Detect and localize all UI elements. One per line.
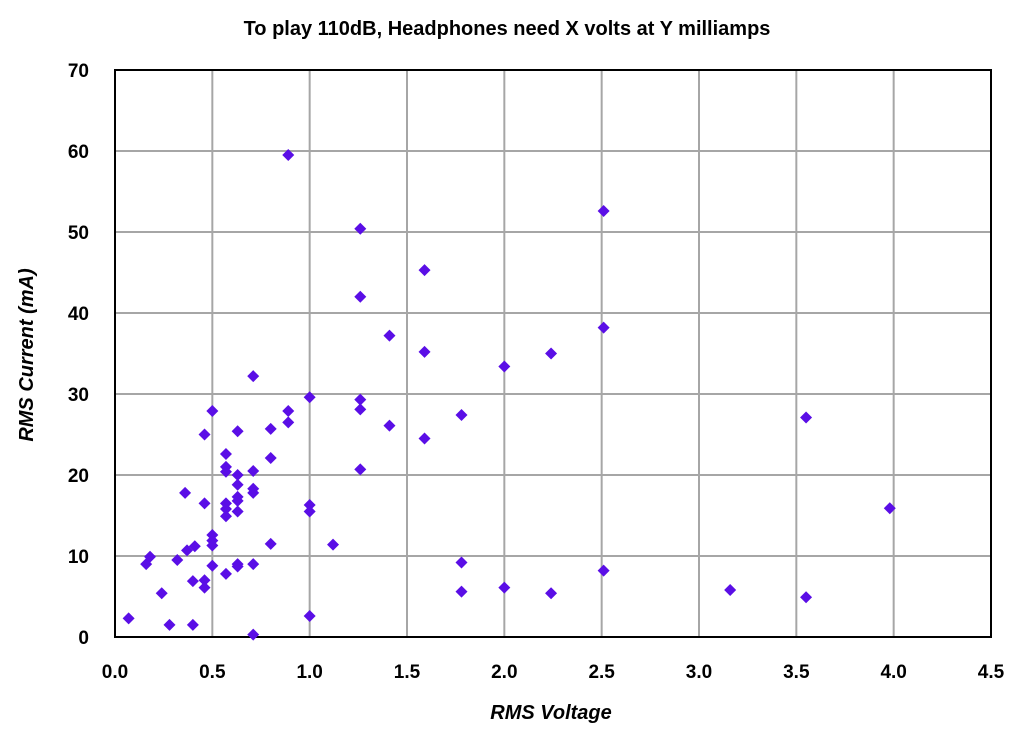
data-point	[282, 416, 295, 429]
data-point	[418, 345, 431, 358]
data-points	[122, 149, 896, 641]
data-point	[247, 628, 260, 641]
data-point	[597, 564, 610, 577]
data-point	[219, 503, 232, 516]
data-point	[163, 618, 176, 631]
data-point	[282, 149, 295, 162]
data-point	[597, 321, 610, 334]
data-point	[883, 502, 896, 515]
data-point	[144, 550, 157, 563]
data-point	[418, 432, 431, 445]
y-axis-label: RMS Current (mA)	[16, 268, 38, 442]
data-point	[303, 609, 316, 622]
y-tick-labels: 0 10 20 30 40 50 60 70	[68, 61, 89, 649]
data-point	[231, 505, 244, 518]
data-point	[455, 585, 468, 598]
data-point	[303, 498, 316, 511]
data-point	[354, 290, 367, 303]
data-point	[498, 360, 511, 373]
data-point	[354, 222, 367, 235]
data-point	[455, 556, 468, 569]
y-tick-label: 10	[68, 547, 89, 568]
data-point	[231, 478, 244, 491]
data-point	[231, 469, 244, 481]
data-point	[597, 204, 610, 217]
data-point	[206, 559, 219, 572]
data-point	[219, 567, 232, 580]
data-point	[247, 486, 260, 499]
data-point	[188, 540, 201, 553]
data-point	[206, 539, 219, 552]
data-point	[219, 510, 232, 523]
data-point	[800, 591, 813, 604]
data-point	[219, 465, 232, 478]
data-point	[545, 347, 558, 360]
data-point	[198, 497, 211, 510]
data-point	[219, 447, 232, 460]
x-tick-label: 4.5	[978, 662, 1005, 683]
y-tick-label: 50	[68, 223, 89, 244]
data-point	[122, 612, 135, 625]
x-tick-label: 0.5	[199, 662, 226, 683]
data-point	[455, 409, 468, 422]
chart-title: To play 110dB, Headphones need X volts a…	[244, 18, 771, 40]
y-tick-label: 30	[68, 385, 89, 406]
x-tick-label: 0.0	[102, 662, 128, 683]
data-point	[206, 405, 219, 418]
data-point	[155, 587, 168, 600]
data-point	[231, 494, 244, 507]
x-tick-label: 1.5	[394, 662, 421, 683]
data-point	[418, 264, 431, 277]
data-point	[545, 587, 558, 600]
y-tick-label: 40	[68, 304, 89, 325]
data-point	[186, 618, 199, 631]
data-point	[231, 560, 244, 573]
x-tick-labels: 0.0 0.5 1.0 1.5 2.0 2.5 3.0 3.5 4.0 4.5	[102, 662, 1005, 683]
data-point	[303, 505, 316, 518]
data-point	[354, 393, 367, 406]
data-point	[327, 538, 340, 551]
data-point	[247, 558, 260, 571]
data-point	[303, 391, 316, 404]
data-point	[724, 584, 737, 597]
data-point	[198, 428, 211, 441]
data-point	[198, 574, 211, 587]
data-point	[171, 554, 184, 567]
x-tick-label: 2.5	[588, 662, 615, 683]
data-point	[186, 575, 199, 588]
x-tick-label: 2.0	[491, 662, 517, 683]
data-point	[247, 464, 260, 477]
x-tick-label: 1.0	[296, 662, 322, 683]
data-point	[247, 370, 260, 383]
data-point	[354, 403, 367, 416]
data-point	[264, 422, 277, 435]
data-point	[383, 329, 396, 342]
x-tick-label: 3.5	[783, 662, 810, 683]
y-tick-label: 70	[68, 61, 89, 82]
data-point	[498, 581, 511, 594]
x-tick-label: 4.0	[880, 662, 906, 683]
plot-area	[114, 69, 992, 638]
data-point	[198, 581, 211, 594]
x-tick-label: 3.0	[686, 662, 712, 683]
data-point	[179, 486, 192, 499]
data-point	[354, 463, 367, 476]
data-point	[264, 451, 277, 464]
data-point	[231, 425, 244, 438]
data-point	[264, 537, 277, 550]
data-point	[383, 419, 396, 432]
y-tick-label: 60	[68, 142, 89, 163]
y-tick-label: 20	[68, 466, 89, 487]
y-tick-label: 0	[78, 628, 89, 649]
data-point	[282, 405, 295, 418]
x-axis-label: RMS Voltage	[490, 702, 612, 724]
data-point	[800, 411, 813, 424]
